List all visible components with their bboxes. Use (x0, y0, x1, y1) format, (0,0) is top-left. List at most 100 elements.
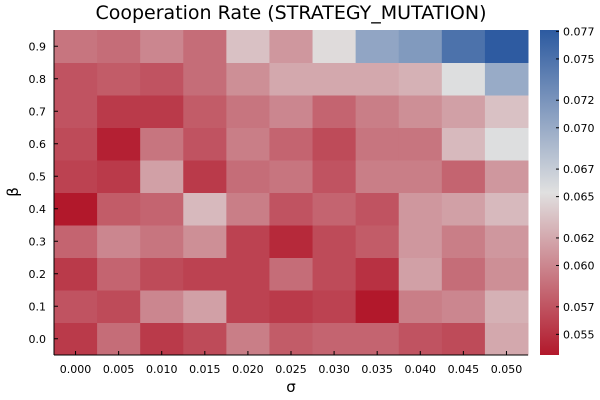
heatmap-cell (183, 62, 227, 96)
heatmap-cell (484, 257, 529, 291)
heatmap-cell (312, 127, 357, 161)
heatmap-cell (355, 290, 400, 323)
heatmap-cell (269, 290, 314, 323)
heatmap-cell (140, 290, 184, 323)
y-tick-label: 0.3 (29, 235, 47, 248)
heatmap-cell (226, 290, 270, 323)
heatmap-cell (355, 127, 400, 161)
heatmap-cell (226, 30, 270, 63)
heatmap-cell (312, 192, 357, 226)
heatmap-cell (226, 62, 270, 96)
heatmap-cell (484, 290, 529, 323)
heatmap-cell (54, 322, 98, 356)
colorbar-ticks: 0.055 0.057 0.060 0.062 0.065 0.067 0.070 0.072… (556, 25, 595, 341)
heatmap-cell (312, 95, 357, 128)
heatmap-cell (355, 160, 400, 193)
heatmap-cell (355, 95, 400, 128)
heatmap-cell (312, 257, 357, 291)
heatmap-cell (355, 225, 400, 258)
heatmap-cell (312, 62, 357, 96)
y-tick-label: 0.8 (29, 73, 47, 86)
heatmap-cell (183, 192, 227, 226)
heatmap-cell (183, 257, 227, 291)
y-tick-label: 0.0 (29, 333, 47, 346)
x-tick-label: 0.020 (232, 363, 264, 376)
heatmap-cell (398, 62, 443, 96)
x-tick-label: 0.005 (103, 363, 135, 376)
heatmap-cell (54, 225, 98, 258)
heatmap-cell (140, 192, 184, 226)
heatmap-cell (398, 95, 443, 128)
heatmap-cell (355, 257, 400, 291)
heatmap-cell (226, 225, 270, 258)
heatmap-cell (441, 257, 486, 291)
y-tick-label: 0.2 (29, 268, 47, 281)
heatmap-cell (441, 290, 486, 323)
heatmap-cell (183, 160, 227, 193)
heatmap-cell (97, 192, 141, 226)
heatmap-cell (269, 225, 314, 258)
heatmap-cell (140, 322, 184, 356)
heatmap-cell (484, 62, 529, 96)
x-tick-label: 0.000 (60, 363, 92, 376)
heatmap-cell (312, 225, 357, 258)
chart-title: Cooperation Rate (STRATEGY_MUTATION) (95, 2, 486, 24)
x-tick-label: 0.040 (405, 363, 437, 376)
heatmap-cell (54, 30, 98, 63)
x-tick-label: 0.045 (448, 363, 480, 376)
colorbar-tick-label: 0.075 (563, 53, 595, 66)
heatmap-cell (484, 192, 529, 226)
heatmap-cell (484, 225, 529, 258)
heatmap-cell (398, 257, 443, 291)
heatmap-cell (398, 160, 443, 193)
heatmap-cell (97, 160, 141, 193)
heatmap-cell (484, 30, 529, 63)
colorbar-tick-label: 0.077 (563, 25, 595, 38)
heatmap-cell (312, 322, 357, 356)
heatmap-cell (183, 127, 227, 161)
heatmap-cell (140, 257, 184, 291)
heatmap-cell (441, 30, 486, 63)
heatmap-cell (140, 127, 184, 161)
heatmap-cell (97, 95, 141, 128)
heatmap-cell (97, 225, 141, 258)
heatmap-cell (312, 30, 357, 63)
y-tick-label: 0.7 (29, 105, 47, 118)
heatmap-cell (269, 160, 314, 193)
x-axis-label: σ (286, 378, 296, 396)
heatmap-cell (183, 290, 227, 323)
colorbar-tick-label: 0.057 (563, 301, 595, 314)
heatmap-cell (441, 160, 486, 193)
colorbar-tick-label: 0.072 (563, 94, 595, 107)
heatmap-cell (54, 95, 98, 128)
heatmap-cell (140, 225, 184, 258)
heatmap-cell (355, 30, 400, 63)
heatmap-cell (226, 127, 270, 161)
heatmap-cells (54, 30, 529, 356)
heatmap-cell (140, 62, 184, 96)
colorbar-tick-label: 0.055 (563, 328, 595, 341)
heatmap-cell (97, 290, 141, 323)
y-tick-label: 0.5 (29, 170, 47, 183)
heatmap-cell (269, 30, 314, 63)
heatmap-cell (441, 192, 486, 226)
heatmap-cell (226, 322, 270, 356)
colorbar (540, 30, 559, 355)
heatmap-cell (226, 192, 270, 226)
heatmap-cell (484, 160, 529, 193)
heatmap-cell (355, 192, 400, 226)
heatmap-cell (226, 257, 270, 291)
heatmap-cell (140, 160, 184, 193)
heatmap-cell (54, 257, 98, 291)
heatmap-cell (226, 95, 270, 128)
heatmap-cell (398, 290, 443, 323)
heatmap-cell (441, 62, 486, 96)
heatmap-cell (269, 95, 314, 128)
heatmap-cell (398, 192, 443, 226)
heatmap-cell (312, 160, 357, 193)
heatmap-cell (97, 30, 141, 63)
y-tick-label: 0.1 (29, 300, 47, 313)
heatmap-cell (484, 95, 529, 128)
heatmap-cell (54, 160, 98, 193)
